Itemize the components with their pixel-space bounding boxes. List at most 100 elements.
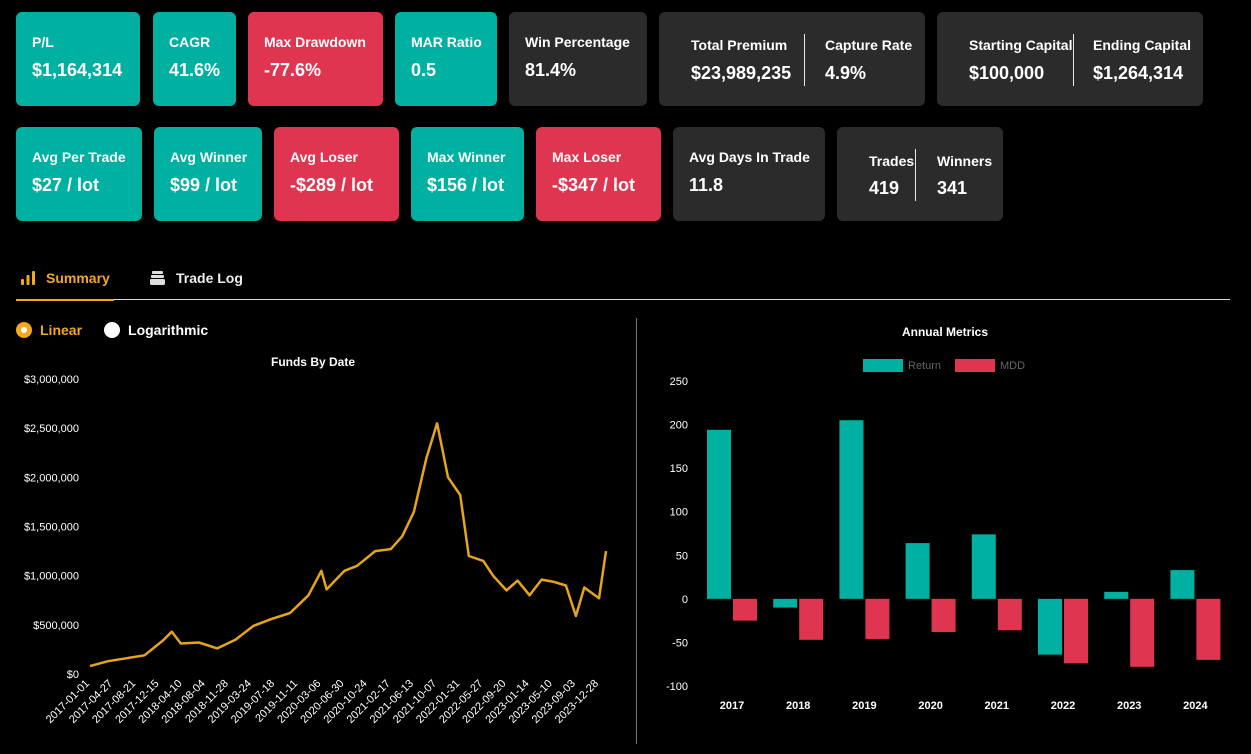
total-premium-value: $23,989,235 bbox=[691, 63, 792, 83]
y-tick-label: $0 bbox=[67, 669, 79, 681]
x-tick-label: 2018 bbox=[786, 700, 810, 712]
y-tick-label: $2,000,000 bbox=[24, 472, 79, 484]
card-max-winner-label: Max Winner bbox=[427, 149, 506, 165]
card-pl: P/L $1,164,314 bbox=[16, 12, 140, 106]
card-max-loser-value: -$347 / lot bbox=[552, 175, 636, 195]
trades-value: 419 bbox=[869, 178, 900, 198]
card-avg-days-in-trade-value: 11.8 bbox=[689, 175, 724, 195]
radio-linear[interactable]: Linear bbox=[16, 322, 82, 338]
card-max-drawdown-value: -77.6% bbox=[264, 60, 322, 80]
card-max-winner: Max Winner $156 / lot bbox=[411, 127, 524, 221]
total-premium-label: Total Premium bbox=[691, 37, 788, 53]
card-capital: Starting Capital $100,000 Ending Capital… bbox=[937, 12, 1203, 106]
radio-linear-label: Linear bbox=[40, 322, 83, 338]
bar-return bbox=[1038, 598, 1062, 655]
card-win-percentage-label: Win Percentage bbox=[525, 34, 630, 50]
card-cagr-label: CAGR bbox=[169, 34, 211, 50]
tab-summary-label: Summary bbox=[46, 270, 110, 286]
legend-swatch bbox=[863, 359, 903, 372]
y-tick-label: -50 bbox=[672, 637, 688, 649]
card-max-loser: Max Loser -$347 / lot bbox=[536, 127, 661, 221]
card-cagr: CAGR 41.6% bbox=[153, 12, 236, 106]
winners-value: 341 bbox=[937, 178, 968, 198]
tab-trade-log[interactable]: Trade Log bbox=[149, 256, 243, 300]
ending-capital-value: $1,264,314 bbox=[1093, 63, 1184, 83]
y-tick-label: $1,500,000 bbox=[24, 522, 79, 534]
x-tick-label: 2024 bbox=[1183, 700, 1208, 712]
bar-return bbox=[1104, 591, 1129, 599]
y-tick-label: -100 bbox=[666, 681, 688, 693]
starting-capital-label: Starting Capital bbox=[969, 37, 1073, 53]
card-win-percentage: Win Percentage 81.4% bbox=[509, 12, 647, 106]
card-max-winner-value: $156 / lot bbox=[427, 175, 505, 195]
annual-metrics-chart: Annual Metrics Return MDD -100 -50 0 50 100 15… bbox=[666, 325, 1221, 712]
chart-title: Funds By Date bbox=[271, 355, 355, 369]
card-avg-winner-value: $99 / lot bbox=[170, 175, 238, 195]
legend-swatch bbox=[955, 359, 995, 372]
stack-icon bbox=[150, 271, 165, 285]
card-premium: Total Premium $23,989,235 Capture Rate 4… bbox=[659, 12, 925, 106]
radio-selected-icon bbox=[16, 322, 32, 338]
x-tick-label: 2023 bbox=[1117, 700, 1141, 712]
bar-return bbox=[1170, 570, 1195, 599]
y-tick-label: 0 bbox=[682, 594, 688, 606]
bar-return bbox=[707, 429, 731, 599]
y-tick-label: 250 bbox=[670, 376, 688, 388]
card-mar-ratio-label: MAR Ratio bbox=[411, 34, 482, 50]
winners-label: Winners bbox=[937, 153, 993, 169]
card-avg-loser-label: Avg Loser bbox=[290, 149, 358, 165]
card-avg-per-trade-value: $27 / lot bbox=[32, 175, 100, 195]
card-avg-per-trade: Avg Per Trade $27 / lot bbox=[16, 127, 142, 221]
capture-rate-label: Capture Rate bbox=[825, 37, 913, 53]
bar-return bbox=[839, 420, 864, 599]
y-tick-label: $2,500,000 bbox=[24, 423, 79, 435]
card-avg-winner-label: Avg Winner bbox=[170, 149, 248, 165]
x-tick-label: 2022 bbox=[1051, 700, 1075, 712]
ending-capital-label: Ending Capital bbox=[1093, 37, 1191, 53]
trades-label: Trades bbox=[869, 153, 915, 169]
scale-selector: Linear Logarithmic bbox=[16, 322, 208, 338]
card-mar-ratio-value: 0.5 bbox=[411, 60, 437, 80]
tab-bar: Summary Trade Log bbox=[16, 256, 1230, 301]
legend-label: Return bbox=[908, 360, 941, 372]
card-avg-winner: Avg Winner $99 / lot bbox=[154, 127, 262, 221]
funds-line bbox=[89, 422, 608, 668]
card-cagr-value: 41.6% bbox=[169, 60, 221, 80]
card-max-drawdown: Max Drawdown -77.6% bbox=[248, 12, 383, 106]
radio-logarithmic[interactable]: Logarithmic bbox=[104, 322, 208, 338]
y-tick-label: $3,000,000 bbox=[24, 374, 79, 386]
card-divider bbox=[1073, 34, 1074, 86]
y-tick-label: 200 bbox=[670, 420, 688, 432]
y-tick-label: $1,000,000 bbox=[24, 571, 79, 583]
card-avg-per-trade-label: Avg Per Trade bbox=[32, 149, 126, 165]
bar-return bbox=[971, 534, 996, 599]
x-tick-label: 2019 bbox=[852, 700, 876, 712]
bar-mdd bbox=[931, 598, 956, 632]
bar-return bbox=[773, 598, 798, 608]
y-tick-label: 50 bbox=[676, 550, 688, 562]
tab-trade-log-label: Trade Log bbox=[176, 270, 243, 286]
bar-return bbox=[905, 543, 930, 599]
funds-by-date-chart: Funds By Date $0 $500,000 $1,000,000 $1,500… bbox=[24, 355, 608, 726]
y-tick-label: 150 bbox=[670, 463, 688, 475]
radio-logarithmic-label: Logarithmic bbox=[128, 322, 209, 338]
card-avg-loser: Avg Loser -$289 / lot bbox=[274, 127, 399, 221]
bar-mdd bbox=[1064, 598, 1088, 664]
legend-label: MDD bbox=[1000, 360, 1025, 372]
card-mar-ratio: MAR Ratio 0.5 bbox=[395, 12, 497, 106]
y-tick-label: $500,000 bbox=[33, 620, 79, 632]
x-tick-label: 2021 bbox=[985, 700, 1009, 712]
x-tick-label: 2020 bbox=[918, 700, 942, 712]
card-win-percentage-value: 81.4% bbox=[525, 60, 577, 80]
tab-summary[interactable]: Summary bbox=[16, 256, 114, 301]
bar-mdd bbox=[865, 598, 890, 639]
card-avg-days-in-trade-label: Avg Days In Trade bbox=[689, 149, 810, 165]
card-trades: Trades 419 Winners 341 bbox=[837, 127, 1003, 221]
capture-rate-value: 4.9% bbox=[825, 63, 867, 83]
card-divider bbox=[804, 34, 805, 86]
card-avg-loser-value: -$289 / lot bbox=[290, 175, 374, 195]
card-pl-value: $1,164,314 bbox=[32, 60, 123, 80]
bar-chart-icon bbox=[21, 271, 35, 285]
bar-mdd bbox=[1196, 598, 1221, 660]
starting-capital-value: $100,000 bbox=[969, 63, 1045, 83]
